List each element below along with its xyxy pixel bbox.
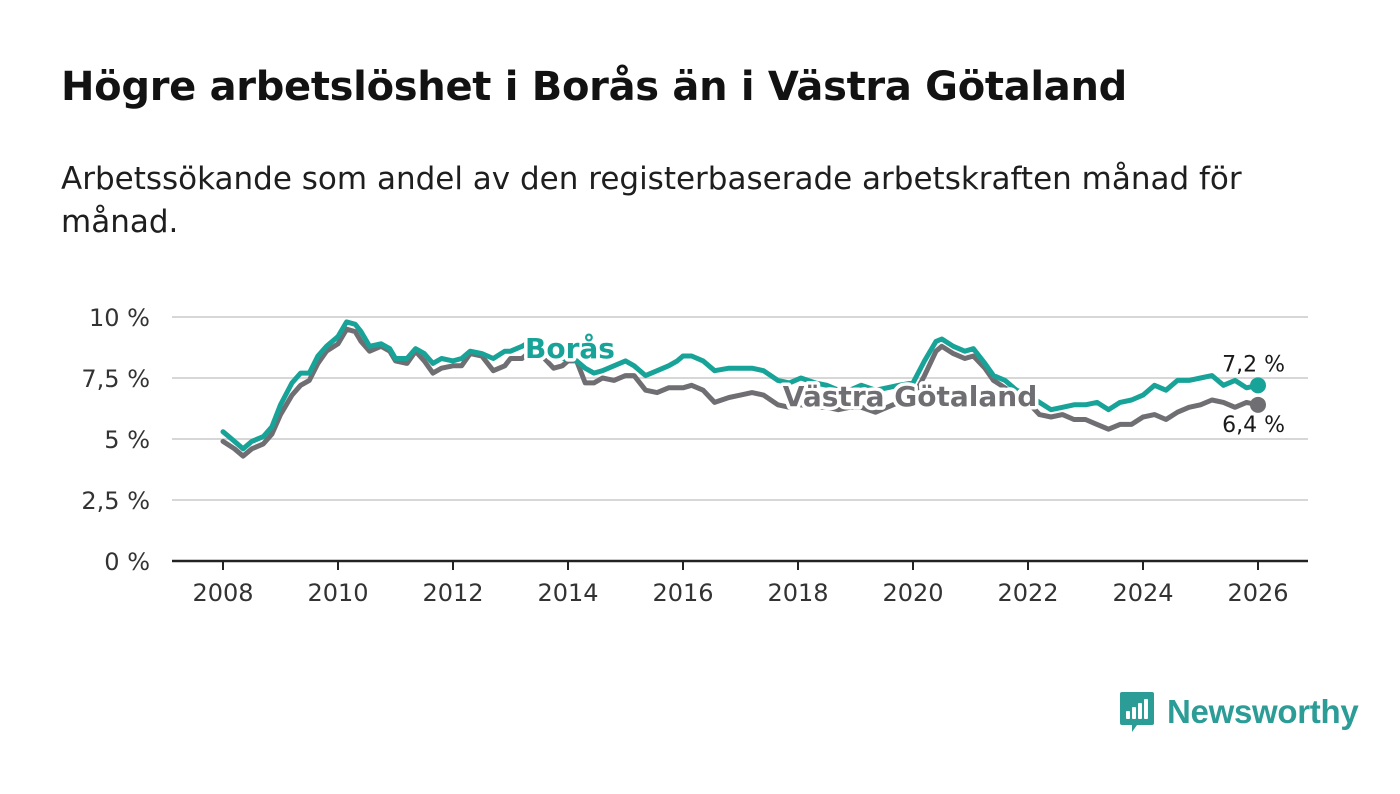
x-tick-label: 2012	[422, 579, 483, 607]
series-line-vastra-gotaland	[220, 326, 1261, 459]
chart-subtitle: Arbetssökande som andel av den registerb…	[61, 161, 1242, 240]
chart-title: Högre arbetslöshet i Borås än i Västra G…	[61, 64, 1127, 110]
end-label-vastra-gotaland: 6,4 %	[1222, 413, 1285, 438]
end-label-boras: 7,2 %	[1222, 352, 1285, 377]
x-tick-label: 2018	[767, 579, 828, 607]
x-tick-label: 2016	[652, 579, 713, 607]
newsworthy-logo-icon	[1120, 692, 1154, 732]
newsworthy-brand[interactable]: Newsworthy	[1119, 690, 1359, 734]
x-tick-label: 2014	[537, 579, 598, 607]
x-tick-label: 2010	[307, 579, 368, 607]
y-tick-label: 0 %	[104, 548, 150, 576]
series-label-boras: Borås	[525, 332, 615, 365]
y-tick-label: 10 %	[89, 304, 150, 332]
brand-name: Newsworthy	[1167, 693, 1359, 730]
series-end-point-vastra-gotaland	[1250, 396, 1266, 413]
y-tick-label: 7,5 %	[81, 365, 150, 393]
series-line-boras	[220, 319, 1261, 452]
x-tick-label: 2026	[1227, 579, 1288, 607]
x-tick-label: 2020	[882, 579, 943, 607]
y-tick-label: 2,5 %	[81, 487, 150, 515]
series-label-vastra-gotaland: Västra Götaland	[783, 380, 1038, 413]
x-tick-label: 2024	[1112, 579, 1173, 607]
series-end-point-boras	[1250, 377, 1266, 394]
y-tick-label: 5 %	[104, 426, 150, 454]
x-tick-label: 2022	[997, 579, 1058, 607]
x-tick-label: 2008	[192, 579, 253, 607]
